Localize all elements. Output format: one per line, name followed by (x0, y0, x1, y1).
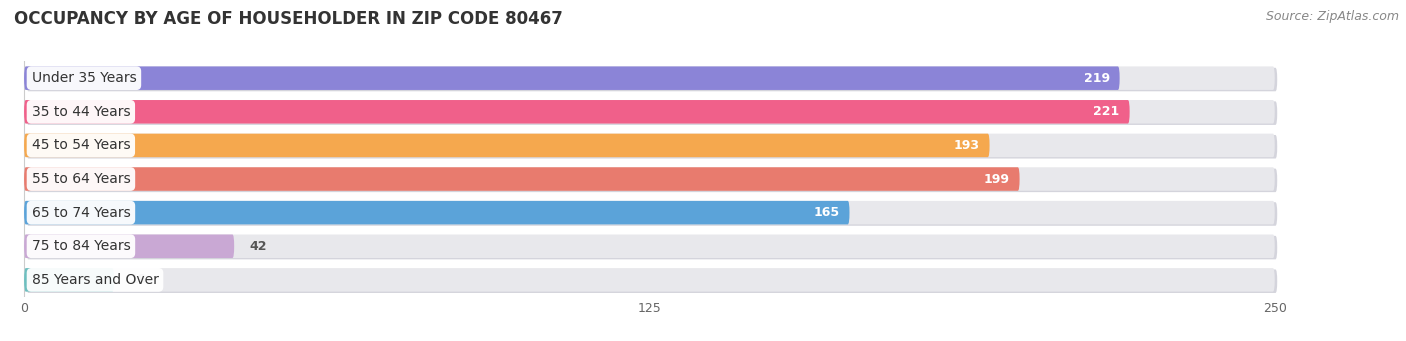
Text: 65 to 74 Years: 65 to 74 Years (31, 206, 131, 220)
FancyBboxPatch shape (24, 134, 990, 157)
FancyBboxPatch shape (24, 235, 235, 258)
FancyBboxPatch shape (24, 167, 1019, 191)
FancyBboxPatch shape (24, 268, 114, 292)
FancyBboxPatch shape (24, 201, 1275, 224)
FancyBboxPatch shape (27, 168, 1277, 192)
FancyBboxPatch shape (27, 269, 1277, 293)
FancyBboxPatch shape (24, 167, 1275, 191)
FancyBboxPatch shape (24, 134, 1275, 157)
Text: OCCUPANCY BY AGE OF HOUSEHOLDER IN ZIP CODE 80467: OCCUPANCY BY AGE OF HOUSEHOLDER IN ZIP C… (14, 10, 562, 28)
FancyBboxPatch shape (24, 100, 1275, 123)
Text: 221: 221 (1094, 105, 1119, 118)
FancyBboxPatch shape (24, 268, 1275, 292)
FancyBboxPatch shape (24, 201, 849, 224)
Text: 45 to 54 Years: 45 to 54 Years (31, 138, 131, 152)
FancyBboxPatch shape (24, 66, 1119, 90)
Text: 219: 219 (1084, 72, 1109, 85)
Text: 199: 199 (984, 173, 1010, 186)
FancyBboxPatch shape (27, 202, 1277, 226)
Text: 85 Years and Over: 85 Years and Over (31, 273, 159, 287)
FancyBboxPatch shape (27, 68, 1277, 91)
FancyBboxPatch shape (27, 236, 1277, 260)
Text: 18: 18 (129, 273, 146, 286)
Text: 165: 165 (813, 206, 839, 219)
Text: Under 35 Years: Under 35 Years (31, 71, 136, 85)
Text: 42: 42 (249, 240, 267, 253)
FancyBboxPatch shape (24, 66, 1275, 90)
FancyBboxPatch shape (27, 101, 1277, 125)
FancyBboxPatch shape (27, 135, 1277, 159)
FancyBboxPatch shape (24, 100, 1129, 123)
Text: 75 to 84 Years: 75 to 84 Years (31, 239, 131, 253)
FancyBboxPatch shape (24, 235, 1275, 258)
Text: 35 to 44 Years: 35 to 44 Years (31, 105, 131, 119)
Text: 55 to 64 Years: 55 to 64 Years (31, 172, 131, 186)
Text: 193: 193 (953, 139, 980, 152)
Text: Source: ZipAtlas.com: Source: ZipAtlas.com (1265, 10, 1399, 23)
